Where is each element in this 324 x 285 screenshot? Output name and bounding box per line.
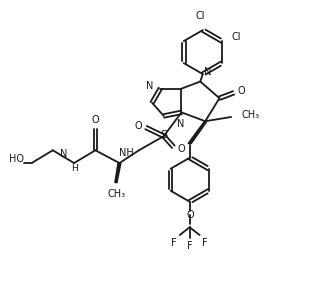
Text: F: F (171, 238, 177, 248)
Text: CH₃: CH₃ (108, 189, 126, 199)
Text: O: O (187, 210, 194, 220)
Text: HO: HO (9, 154, 24, 164)
Text: H: H (71, 164, 77, 173)
Text: O: O (92, 115, 99, 125)
Text: O: O (238, 86, 246, 96)
Text: F: F (187, 241, 192, 251)
Text: N: N (177, 119, 184, 129)
Text: Cl: Cl (231, 32, 241, 42)
Text: O: O (134, 121, 142, 131)
Text: F: F (202, 238, 208, 248)
Text: N: N (146, 82, 154, 91)
Text: S: S (160, 131, 167, 141)
Polygon shape (188, 122, 206, 144)
Polygon shape (115, 163, 121, 183)
Text: N: N (60, 149, 68, 159)
Text: N: N (204, 67, 211, 77)
Text: NH: NH (119, 148, 133, 158)
Text: O: O (178, 144, 185, 154)
Text: CH₃: CH₃ (241, 110, 259, 120)
Text: Cl: Cl (195, 11, 205, 21)
